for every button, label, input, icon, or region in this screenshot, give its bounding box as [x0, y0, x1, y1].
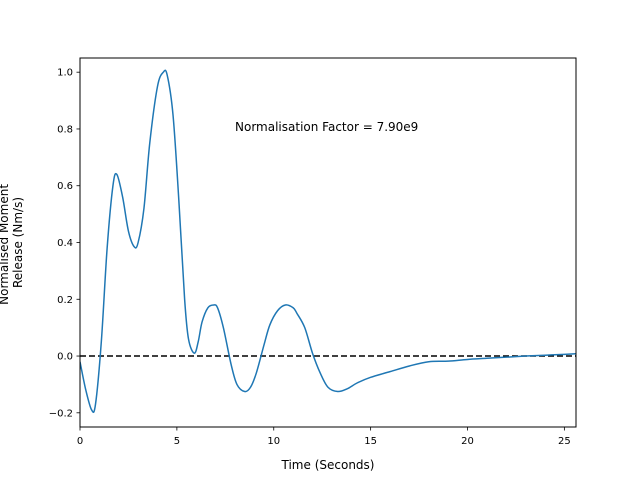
y-tick-label: 0.8 — [57, 124, 73, 135]
x-tick-label: 25 — [558, 436, 571, 447]
series-line-0 — [80, 69, 576, 414]
y-tick-label: 0.0 — [57, 352, 73, 363]
normalisation-annotation: Normalisation Factor = 7.90e9 — [235, 120, 418, 134]
y-tick-label: 0.4 — [57, 238, 73, 249]
x-axis-label: Time (Seconds) — [281, 458, 375, 472]
y-tick-label: 0.6 — [57, 181, 73, 192]
x-axis: 0 5 10 15 20 25 — [77, 427, 571, 447]
x-tick-label: 20 — [461, 436, 474, 447]
y-axis-label-line-1: Normalised Moment — [0, 184, 11, 305]
x-tick-label: 5 — [174, 436, 180, 447]
y-axis-label: Normalised Moment Release (Nm/s) — [0, 180, 25, 305]
y-tick-label: −0.2 — [49, 408, 73, 419]
x-tick-label: 0 — [77, 436, 83, 447]
plot-area — [80, 69, 576, 414]
y-axis: −0.2 0.0 0.2 0.4 0.6 0.8 1.0 — [49, 68, 80, 419]
y-axis-label-line-2: Release (Nm/s) — [11, 197, 25, 288]
x-tick-label: 15 — [364, 436, 377, 447]
y-tick-label: 1.0 — [57, 68, 73, 79]
y-tick-label: 0.2 — [57, 295, 73, 306]
x-tick-label: 10 — [267, 436, 280, 447]
